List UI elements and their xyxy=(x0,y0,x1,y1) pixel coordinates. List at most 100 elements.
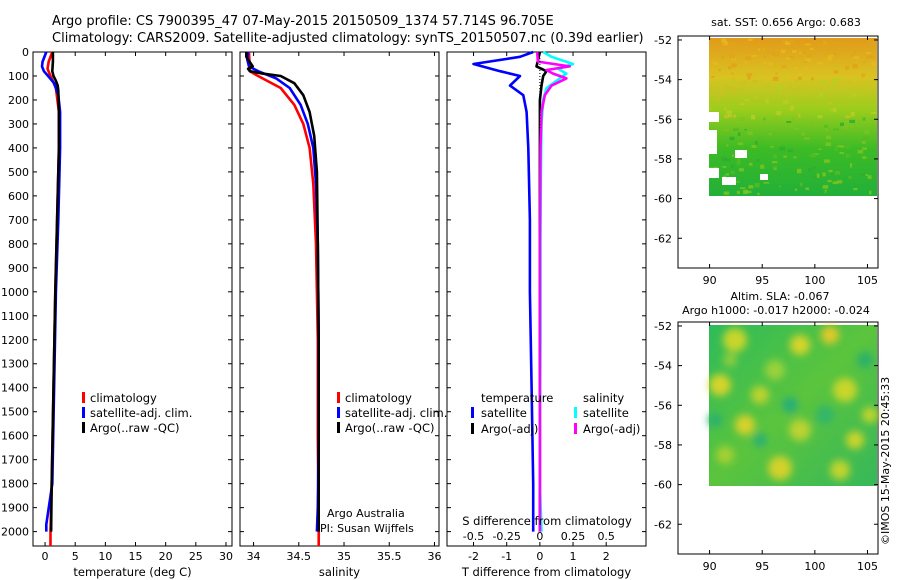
sla-blob xyxy=(846,431,864,449)
salinity-axes-frame xyxy=(239,51,440,547)
sst-speckle xyxy=(824,40,828,44)
sst-speckle xyxy=(730,170,735,174)
sst-speckle xyxy=(798,113,801,118)
sst-speckle xyxy=(825,129,829,132)
sst-speckle xyxy=(747,131,753,135)
temperature-xlabel: temperature (deg C) xyxy=(73,565,191,579)
sst-speckle xyxy=(848,175,852,179)
temperature-panel: 0100200300400500600700800900100011001200… xyxy=(1,46,233,579)
sst-speckle xyxy=(838,41,842,47)
sst-speckle xyxy=(739,187,746,190)
sla-blob xyxy=(862,407,878,423)
sst-speckle xyxy=(763,90,768,92)
sst-speckle xyxy=(714,98,720,101)
sst-speckle xyxy=(748,38,753,41)
sla-blob xyxy=(723,328,747,352)
sst-speckle xyxy=(797,168,802,174)
sla-map-title: Altim. SLA: -0.067 xyxy=(730,290,829,303)
sst-speckle xyxy=(745,61,748,65)
sla-map-ytick-label: -62 xyxy=(654,518,672,531)
sst-speckle xyxy=(743,189,748,194)
sst-speckle xyxy=(839,145,845,148)
sst-speckle xyxy=(866,54,873,59)
sst-speckle xyxy=(739,117,745,121)
temperature-legend-entry: satellite-adj. clim. xyxy=(90,406,192,420)
sst-speckle xyxy=(802,51,807,54)
sst-speckle xyxy=(751,145,757,148)
sst-speckle xyxy=(709,107,713,110)
pressure-tick-label: 1500 xyxy=(1,406,29,419)
temperature-legend-swatch xyxy=(82,422,85,433)
sst-speckle xyxy=(807,54,813,57)
sst-speckle xyxy=(817,115,823,119)
temperature-legend-entry: Argo(..raw -QC) xyxy=(90,421,180,435)
diff-legend-temperature-swatch xyxy=(471,423,474,434)
sst-speckle xyxy=(737,132,741,136)
sst-speckle xyxy=(845,65,849,70)
sst-speckle xyxy=(731,72,734,75)
diff-top-axis-label: S difference from climatology xyxy=(462,514,632,528)
sst-speckle xyxy=(865,39,871,42)
sst-speckle xyxy=(850,163,853,168)
sst-speckle xyxy=(731,56,737,61)
sst-speckle xyxy=(809,47,814,51)
sst-speckle xyxy=(789,75,795,79)
sst-speckle xyxy=(726,110,732,114)
sst-speckle xyxy=(861,73,866,78)
sst-speckle xyxy=(760,164,765,169)
sst-speckle xyxy=(790,106,793,111)
sla-blob xyxy=(816,406,834,424)
sst-speckle xyxy=(845,144,850,149)
pressure-tick-label: 1100 xyxy=(1,310,29,323)
sst-speckle xyxy=(864,130,870,134)
sst-speckle xyxy=(849,119,856,124)
sst-speckle xyxy=(740,81,747,85)
sst-speckle xyxy=(827,56,832,61)
sst-speckle xyxy=(862,76,866,78)
sst-speckle xyxy=(731,154,734,157)
sst-speckle xyxy=(759,48,763,52)
sst-speckle xyxy=(771,161,778,164)
sst-speckle xyxy=(862,147,868,150)
sst-speckle xyxy=(768,51,771,55)
sst-map-ytick-label: -60 xyxy=(654,193,672,206)
sla-map-subtitle: Argo h1000: -0.017 h2000: -0.024 xyxy=(682,304,870,317)
sla-map-ytick-label: -58 xyxy=(654,439,672,452)
sst-map-xtick-label: 100 xyxy=(804,274,825,287)
sst-speckle xyxy=(717,183,721,188)
sst-speckle xyxy=(745,190,752,194)
sst-speckle xyxy=(718,69,722,72)
sst-speckle xyxy=(725,173,730,176)
sst-speckle xyxy=(724,129,729,132)
sst-speckle xyxy=(787,149,793,153)
sst-speckle xyxy=(814,124,818,127)
sst-speckle xyxy=(723,85,729,90)
sst-map-xtick-label: 90 xyxy=(703,274,717,287)
sst-speckle xyxy=(733,128,739,131)
sst-speckle xyxy=(828,101,832,104)
diff-s-tick-label: 0.25 xyxy=(561,530,586,543)
sst-speckle xyxy=(834,171,841,175)
salinity-legend-swatch xyxy=(337,392,340,403)
sst-speckle xyxy=(776,143,780,147)
pressure-tick-label: 2000 xyxy=(1,526,29,539)
sst-speckle xyxy=(791,117,794,122)
sst-speckle xyxy=(775,54,779,57)
sst-speckle xyxy=(765,99,769,104)
sst-speckle xyxy=(745,56,752,60)
sst-speckle xyxy=(723,175,727,178)
difference-xtick-label: 1 xyxy=(570,550,577,563)
salinity-panel: 34 34.5 35 35.5 36 salinity climatologysatelli… xyxy=(239,51,447,579)
sst-speckle xyxy=(739,168,744,172)
sst-speckle xyxy=(772,39,775,41)
sst-map-ytick-label: -62 xyxy=(654,232,672,245)
diff-legend-salinity-swatch xyxy=(574,407,577,418)
temperature-xtick-label: 25 xyxy=(189,550,203,563)
sst-speckle xyxy=(781,49,786,54)
sst-speckle xyxy=(748,185,754,189)
sst-speckle xyxy=(834,147,838,151)
sst-speckle xyxy=(773,166,778,170)
sst-speckle xyxy=(818,148,822,151)
difference-series-salinity-argo-adj- xyxy=(535,51,571,532)
sst-speckle xyxy=(744,128,747,131)
